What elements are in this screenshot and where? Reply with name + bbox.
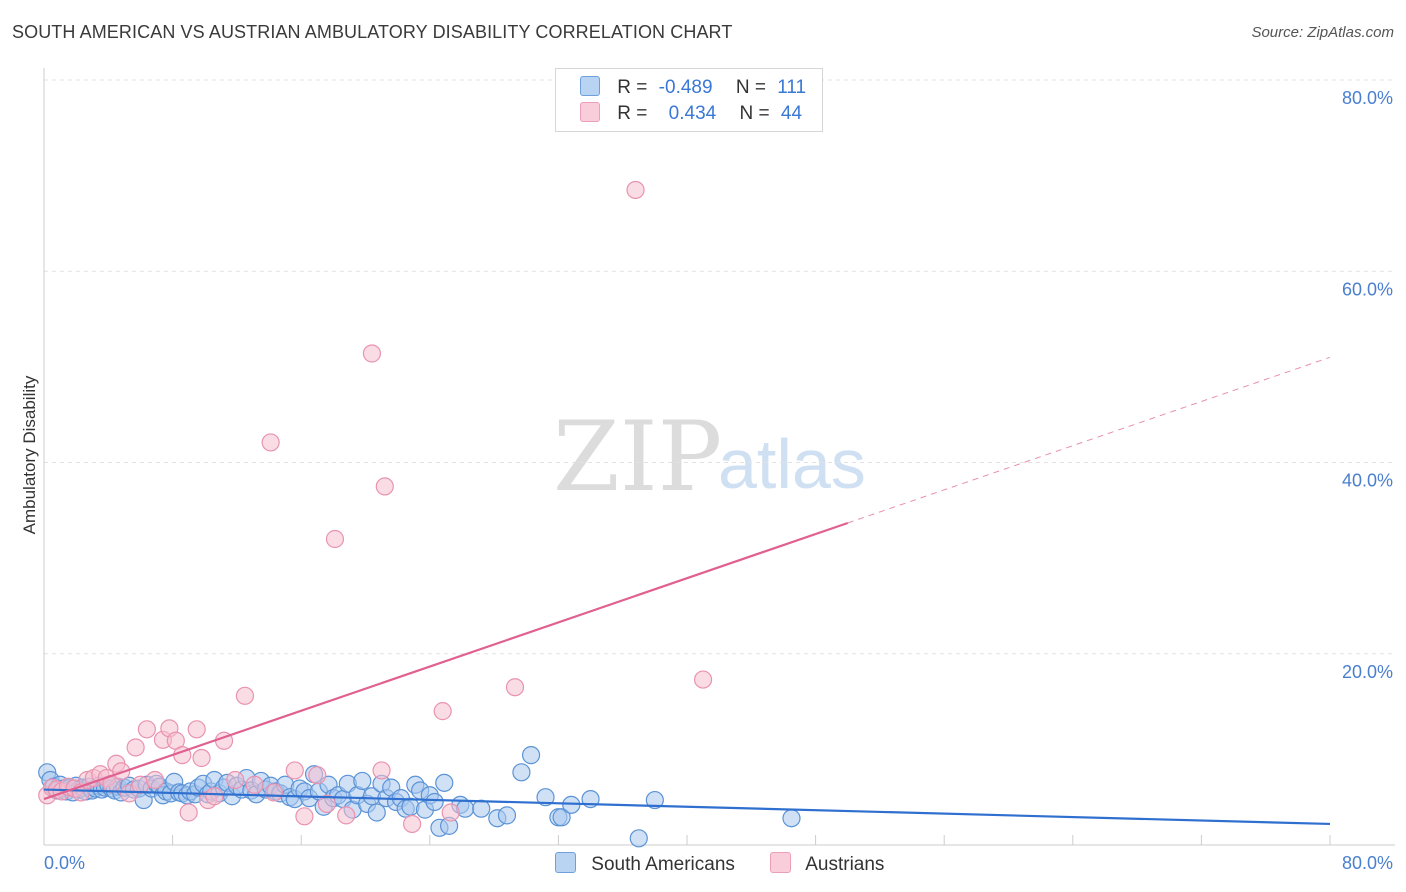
austrians-point bbox=[126, 738, 145, 757]
legend-n-label: N = bbox=[739, 103, 770, 124]
austrians-point bbox=[192, 748, 211, 768]
legend-n-label: N = bbox=[735, 77, 766, 98]
austrians-trend-line-extension bbox=[847, 356, 1331, 524]
bottom-legend-south-americans: South Americans bbox=[555, 852, 735, 876]
austrians-point bbox=[261, 433, 280, 452]
south-americans-point bbox=[552, 808, 571, 827]
legend-r-label: R = bbox=[617, 77, 648, 98]
austrians-point bbox=[433, 702, 452, 721]
legend-swatch-blue bbox=[580, 76, 600, 96]
austrians-point bbox=[325, 529, 345, 549]
legend-r-value: 0.434 bbox=[668, 103, 717, 124]
y-tick-label: 80.0% bbox=[1342, 88, 1393, 108]
austrians-point bbox=[145, 770, 165, 790]
south-americans-point bbox=[367, 803, 386, 822]
bottom-legend-austrians: Austrians bbox=[770, 852, 884, 876]
austrians-point bbox=[245, 775, 264, 794]
south-americans-point bbox=[629, 829, 648, 848]
x-tick-label: 0.0% bbox=[44, 853, 85, 873]
south-americans-point bbox=[645, 790, 664, 810]
legend-row-austrians: R = 0.434 N = 44 bbox=[580, 102, 802, 126]
chart-title: SOUTH AMERICAN VS AUSTRIAN AMBULATORY DI… bbox=[12, 22, 733, 42]
austrians-point bbox=[337, 806, 356, 825]
south-americans-point bbox=[536, 788, 555, 807]
legend-swatch-pink bbox=[580, 102, 600, 122]
watermark: ZIP atlas bbox=[553, 401, 866, 513]
south-americans-point bbox=[472, 799, 491, 818]
austrians-point bbox=[179, 803, 198, 822]
austrians-point bbox=[187, 720, 206, 739]
legend-r-value: -0.489 bbox=[658, 77, 713, 98]
austrians-point bbox=[308, 766, 327, 785]
watermark-zip: ZIP bbox=[553, 401, 722, 513]
y-tick-label: 40.0% bbox=[1342, 471, 1393, 491]
south-americans-point bbox=[425, 792, 444, 812]
austrians-point bbox=[375, 477, 394, 496]
legend-n-value: 44 bbox=[780, 103, 803, 124]
axes bbox=[43, 68, 1395, 846]
austrians-point bbox=[403, 814, 422, 834]
south-americans-points bbox=[38, 746, 801, 848]
bottom-legend-label: Austrians bbox=[805, 854, 885, 875]
y-tick-label: 20.0% bbox=[1342, 662, 1393, 682]
austrians-point bbox=[285, 761, 304, 780]
legend: R = -0.489 N = 111 R = 0.434 N = 44 bbox=[555, 68, 823, 132]
austrians-point bbox=[693, 670, 713, 689]
austrians-point bbox=[295, 807, 314, 826]
austrians-point bbox=[317, 794, 337, 813]
south-americans-point bbox=[512, 763, 531, 782]
legend-row-south-americans: R = -0.489 N = 111 bbox=[580, 76, 806, 100]
south-americans-point bbox=[353, 771, 372, 791]
austrians-point bbox=[626, 180, 645, 200]
y-tick-label: 60.0% bbox=[1342, 279, 1393, 299]
bottom-legend-swatch-pink bbox=[770, 852, 791, 873]
austrians-point bbox=[112, 762, 131, 781]
legend-r-label: R = bbox=[617, 103, 648, 124]
trend-lines bbox=[43, 356, 1331, 826]
x-tick-label: 80.0% bbox=[1342, 853, 1393, 873]
austrians-point bbox=[226, 770, 245, 790]
tick-labels: 20.0% 40.0% 60.0% 80.0% 0.0% 80.0% bbox=[44, 88, 1393, 873]
bottom-legend-label: South Americans bbox=[591, 854, 735, 875]
south-americans-point bbox=[435, 773, 454, 792]
austrians-point bbox=[441, 803, 460, 822]
austrians-point bbox=[505, 678, 525, 697]
austrians-point bbox=[372, 761, 391, 780]
austrians-point bbox=[205, 787, 224, 806]
south-americans-trend-line bbox=[43, 788, 1331, 826]
bottom-legend-swatch-blue bbox=[555, 852, 576, 873]
austrians-point bbox=[264, 783, 283, 802]
source-label: Source: ZipAtlas.com bbox=[1251, 24, 1394, 41]
austrians-point bbox=[137, 720, 156, 739]
austrians-point bbox=[362, 344, 382, 363]
watermark-atlas: atlas bbox=[718, 425, 866, 503]
austrians-point bbox=[235, 686, 255, 705]
y-axis-label: Ambulatory Disability bbox=[20, 375, 39, 534]
south-americans-point bbox=[497, 806, 517, 825]
south-americans-point bbox=[782, 809, 801, 828]
austrians-trend-line bbox=[43, 521, 849, 801]
legend-n-value: 111 bbox=[777, 77, 807, 98]
south-americans-point bbox=[521, 746, 541, 765]
